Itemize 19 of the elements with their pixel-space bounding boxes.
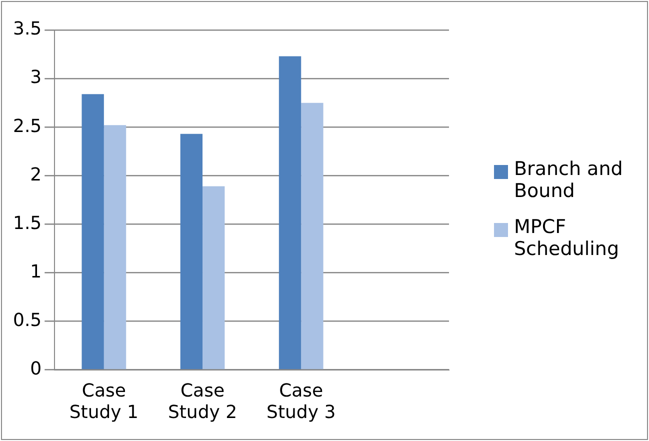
bar bbox=[278, 56, 302, 370]
legend-label: Branch and Bound bbox=[514, 158, 624, 202]
legend-label: MPCF Scheduling bbox=[514, 216, 620, 260]
y-tick-label: 0.5 bbox=[12, 310, 42, 331]
bar bbox=[82, 94, 104, 370]
y-tick-label: 3.5 bbox=[12, 18, 42, 40]
bar bbox=[180, 134, 203, 370]
y-tick-label: 2 bbox=[30, 164, 42, 186]
bar bbox=[301, 102, 324, 370]
bar bbox=[104, 125, 126, 370]
y-tick-label: 1 bbox=[30, 261, 42, 282]
x-tick-label: Case Study 2 bbox=[168, 380, 238, 423]
y-tick-label: 1.5 bbox=[12, 212, 42, 234]
x-tick-label: Case Study 3 bbox=[266, 380, 336, 423]
x-tick-label: Case Study 1 bbox=[69, 380, 138, 423]
y-tick-label: 2.5 bbox=[12, 116, 42, 137]
bar bbox=[202, 186, 225, 370]
y-tick-label: 0 bbox=[30, 358, 42, 380]
y-tick-label: 3 bbox=[30, 67, 42, 88]
